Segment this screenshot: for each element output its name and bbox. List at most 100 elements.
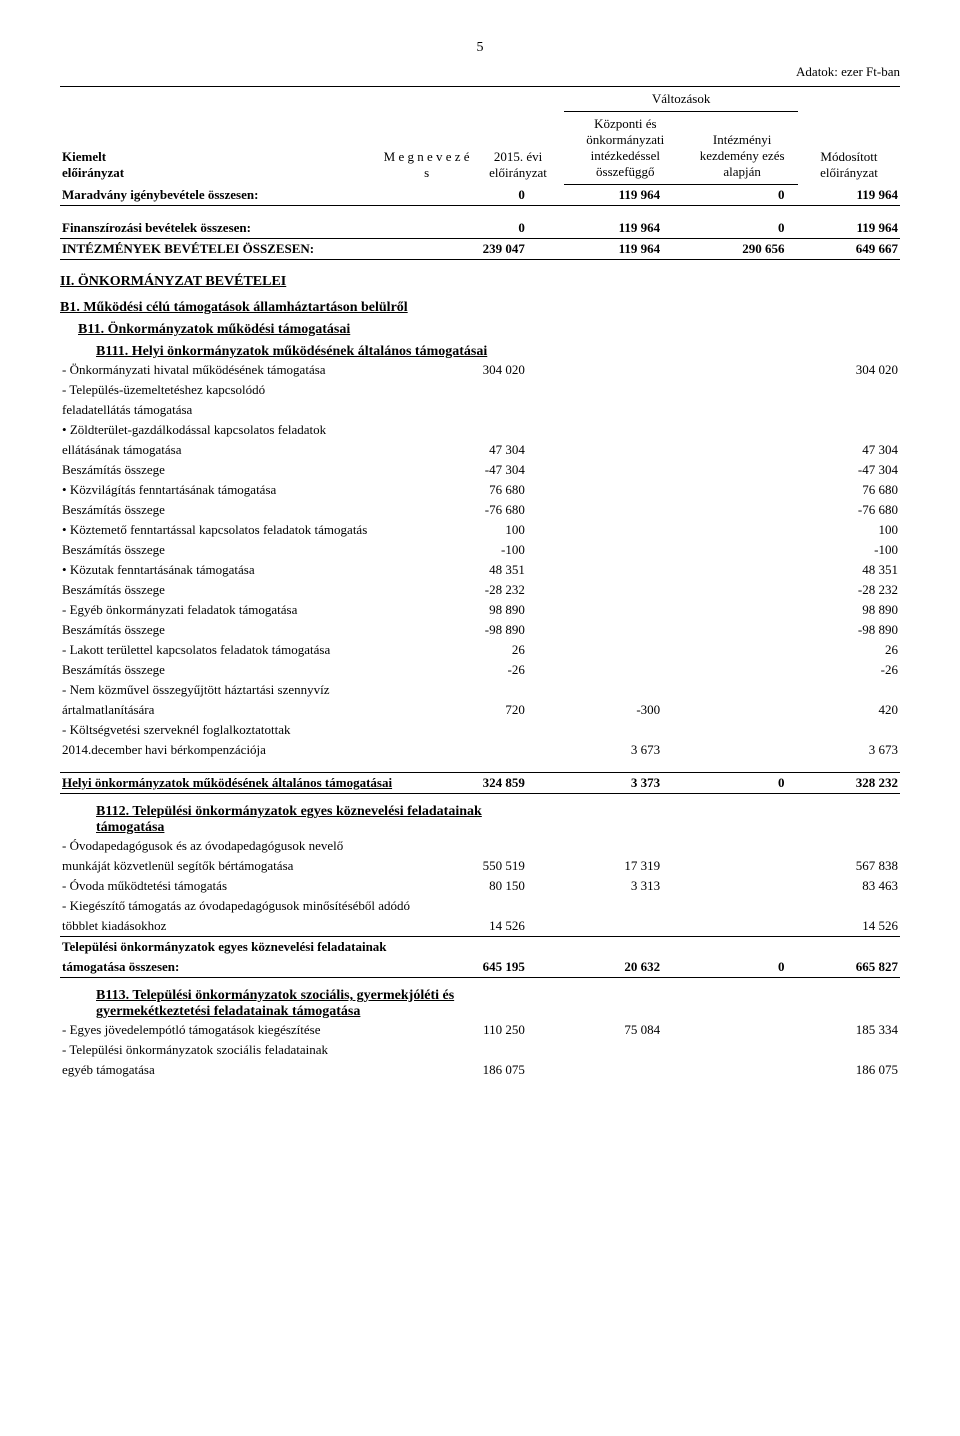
r-ovped2-label: munkáját közvetlenül segítők bértámogatá… bbox=[60, 856, 424, 876]
r-bes1-label: Beszámítás összege bbox=[60, 460, 424, 480]
r-kieg1: Kiegészítő támogatás az óvodapedagógusok… bbox=[60, 896, 424, 916]
r-koztem-c2: 100 bbox=[424, 520, 527, 540]
r-ovped2-c3: 17 319 bbox=[527, 856, 662, 876]
r-kozut-c2: 48 351 bbox=[424, 560, 527, 580]
r-zold2-label: ellátásának támogatása bbox=[60, 440, 424, 460]
hdr-eloiranyzat-5: előirányzat bbox=[820, 165, 878, 180]
r-nem1: Nem közművel összegyűjtött háztartási sz… bbox=[60, 680, 424, 700]
hdr-modositott: Módosított bbox=[820, 149, 877, 164]
r-onkhiv-label: Önkormányzati hivatal működésének támoga… bbox=[60, 360, 424, 380]
r-b112sum2-c5: 665 827 bbox=[787, 957, 900, 978]
r-bes3-c5: -100 bbox=[787, 540, 900, 560]
r-bes4-label: Beszámítás összege bbox=[60, 580, 424, 600]
r-bes1-c2: -47 304 bbox=[424, 460, 527, 480]
row-intezm-label: INTÉZMÉNYEK BEVÉTELEI ÖSSZESEN: bbox=[60, 239, 424, 260]
r-bes4-c5: -28 232 bbox=[787, 580, 900, 600]
r-bes6-c2: -26 bbox=[424, 660, 527, 680]
r-kolt1: Költségvetési szerveknél foglalkoztatott… bbox=[60, 720, 424, 740]
b112-table: Óvodapedagógusok és az óvodapedagógusok … bbox=[60, 836, 900, 978]
r-kozvil-label: Közvilágítás fenntartásának támogatása bbox=[60, 480, 424, 500]
r-bes2-c2: -76 680 bbox=[424, 500, 527, 520]
row-intezm-c2: 239 047 bbox=[424, 239, 527, 260]
r-onkhiv-c5: 304 020 bbox=[787, 360, 900, 380]
b1-title: B1. Működési célú támogatások államházta… bbox=[60, 300, 900, 316]
b113-title-b: gyermekétkeztetési feladatainak támogatá… bbox=[60, 1004, 900, 1020]
r-kolt2-c3: 3 673 bbox=[527, 740, 662, 760]
r-bes4-c2: -28 232 bbox=[424, 580, 527, 600]
r-bes2-label: Beszámítás összege bbox=[60, 500, 424, 520]
hdr-eloiranyzat-2: előirányzat bbox=[489, 165, 547, 180]
r-b111sum-label: Helyi önkormányzatok működésének általán… bbox=[60, 773, 424, 794]
r-kozvil-c5: 76 680 bbox=[787, 480, 900, 500]
r-b111sum-c5: 328 232 bbox=[787, 773, 900, 794]
b11-title: B11. Önkormányzatok működési támogatásai bbox=[60, 322, 900, 338]
row-maradvany-label: Maradvány igénybevétele összesen: bbox=[60, 185, 424, 206]
r-ovped1: Óvodapedagógusok és az óvodapedagógusok … bbox=[60, 836, 424, 856]
hdr-eloiranyzat-left: előirányzat bbox=[62, 165, 124, 180]
row-maradvany-c4: 0 bbox=[662, 185, 786, 206]
r-lakott-c2: 26 bbox=[424, 640, 527, 660]
b111-title: B111. Helyi önkormányzatok működésének á… bbox=[60, 344, 900, 360]
row-finansz-c4: 0 bbox=[662, 218, 786, 239]
r-bes6-c5: -26 bbox=[787, 660, 900, 680]
r-nem2-c3: -300 bbox=[527, 700, 662, 720]
r-telszoc2-label: egyéb támogatása bbox=[60, 1060, 424, 1080]
r-telep1: Település-üzemeltetéshez kapcsolódó bbox=[60, 380, 424, 400]
r-kieg2-c5: 14 526 bbox=[787, 916, 900, 937]
r-bes2-c5: -76 680 bbox=[787, 500, 900, 520]
r-nem2-label: ártalmatlanítására bbox=[60, 700, 424, 720]
r-egyeb-label: Egyéb önkormányzati feladatok támogatása bbox=[60, 600, 424, 620]
r-zold2-c2: 47 304 bbox=[424, 440, 527, 460]
row-maradvany-c3: 119 964 bbox=[527, 185, 662, 206]
r-nem2-c2: 720 bbox=[424, 700, 527, 720]
b111-table: Önkormányzati hivatal működésének támoga… bbox=[60, 360, 900, 794]
r-koztem-label: Köztemető fenntartással kapcsolatos fela… bbox=[60, 520, 424, 540]
hdr-megnevezes: M e g n e v e z é s bbox=[381, 87, 471, 185]
r-ovmuk-label: Óvoda működtetési támogatás bbox=[60, 876, 424, 896]
r-telep2: feladatellátás támogatása bbox=[60, 400, 424, 420]
r-egyes-c5: 185 334 bbox=[787, 1020, 900, 1040]
r-kieg2-label: többlet kiadásokhoz bbox=[60, 916, 424, 937]
r-bes6-label: Beszámítás összege bbox=[60, 660, 424, 680]
hdr-valtozasok: Változások bbox=[564, 87, 798, 112]
r-egyeb-c5: 98 890 bbox=[787, 600, 900, 620]
r-b111sum-c2: 324 859 bbox=[424, 773, 527, 794]
row-intezm-c4: 290 656 bbox=[662, 239, 786, 260]
b113-table: Egyes jövedelempótló támogatások kiegész… bbox=[60, 1020, 900, 1080]
r-ovped2-c5: 567 838 bbox=[787, 856, 900, 876]
r-ovmuk-c3: 3 313 bbox=[527, 876, 662, 896]
r-bes3-c2: -100 bbox=[424, 540, 527, 560]
r-bes5-label: Beszámítás összege bbox=[60, 620, 424, 640]
r-b112sum1: Települési önkormányzatok egyes köznevel… bbox=[60, 937, 424, 958]
r-onkhiv-c2: 304 020 bbox=[424, 360, 527, 380]
row-intezm-c3: 119 964 bbox=[527, 239, 662, 260]
r-kozut-c5: 48 351 bbox=[787, 560, 900, 580]
r-b112sum2-c2: 645 195 bbox=[424, 957, 527, 978]
r-kozvil-c2: 76 680 bbox=[424, 480, 527, 500]
row-finansz-c5: 119 964 bbox=[787, 218, 900, 239]
r-zold1: Zöldterület-gazdálkodással kapcsolatos f… bbox=[60, 420, 424, 440]
r-b111sum-c4: 0 bbox=[662, 773, 786, 794]
r-lakott-label: Lakott területtel kapcsolatos feladatok … bbox=[60, 640, 424, 660]
r-bes3-label: Beszámítás összege bbox=[60, 540, 424, 560]
hdr-intezmenyi: Intézményi kezdemény ezés alapján bbox=[686, 112, 798, 185]
data-table: Maradvány igénybevétele összesen: 0 119 … bbox=[60, 185, 900, 260]
hdr-2015evi: 2015. évi bbox=[494, 149, 542, 164]
r-b112sum2-label: támogatása összesen: bbox=[60, 957, 424, 978]
row-finansz-c2: 0 bbox=[424, 218, 527, 239]
row-finansz-c3: 119 964 bbox=[527, 218, 662, 239]
r-bes5-c5: -98 890 bbox=[787, 620, 900, 640]
row-maradvany-c5: 119 964 bbox=[787, 185, 900, 206]
header-table: Kiemelt előirányzat M e g n e v e z é s … bbox=[60, 86, 900, 185]
r-kolt2-label: 2014.december havi bérkompenzációja bbox=[60, 740, 424, 760]
r-telszoc1: Települési önkormányzatok szociális fela… bbox=[60, 1040, 424, 1060]
r-bes5-c2: -98 890 bbox=[424, 620, 527, 640]
r-egyeb-c2: 98 890 bbox=[424, 600, 527, 620]
r-kozut-label: Közutak fenntartásának támogatása bbox=[60, 560, 424, 580]
r-bes1-c5: -47 304 bbox=[787, 460, 900, 480]
row-intezm-c5: 649 667 bbox=[787, 239, 900, 260]
r-nem2-c5: 420 bbox=[787, 700, 900, 720]
hdr-kiemelt: Kiemelt bbox=[62, 149, 106, 164]
hdr-kozponti: Központi és önkormányzati intézkedéssel … bbox=[564, 112, 686, 185]
r-ovped2-c2: 550 519 bbox=[424, 856, 527, 876]
